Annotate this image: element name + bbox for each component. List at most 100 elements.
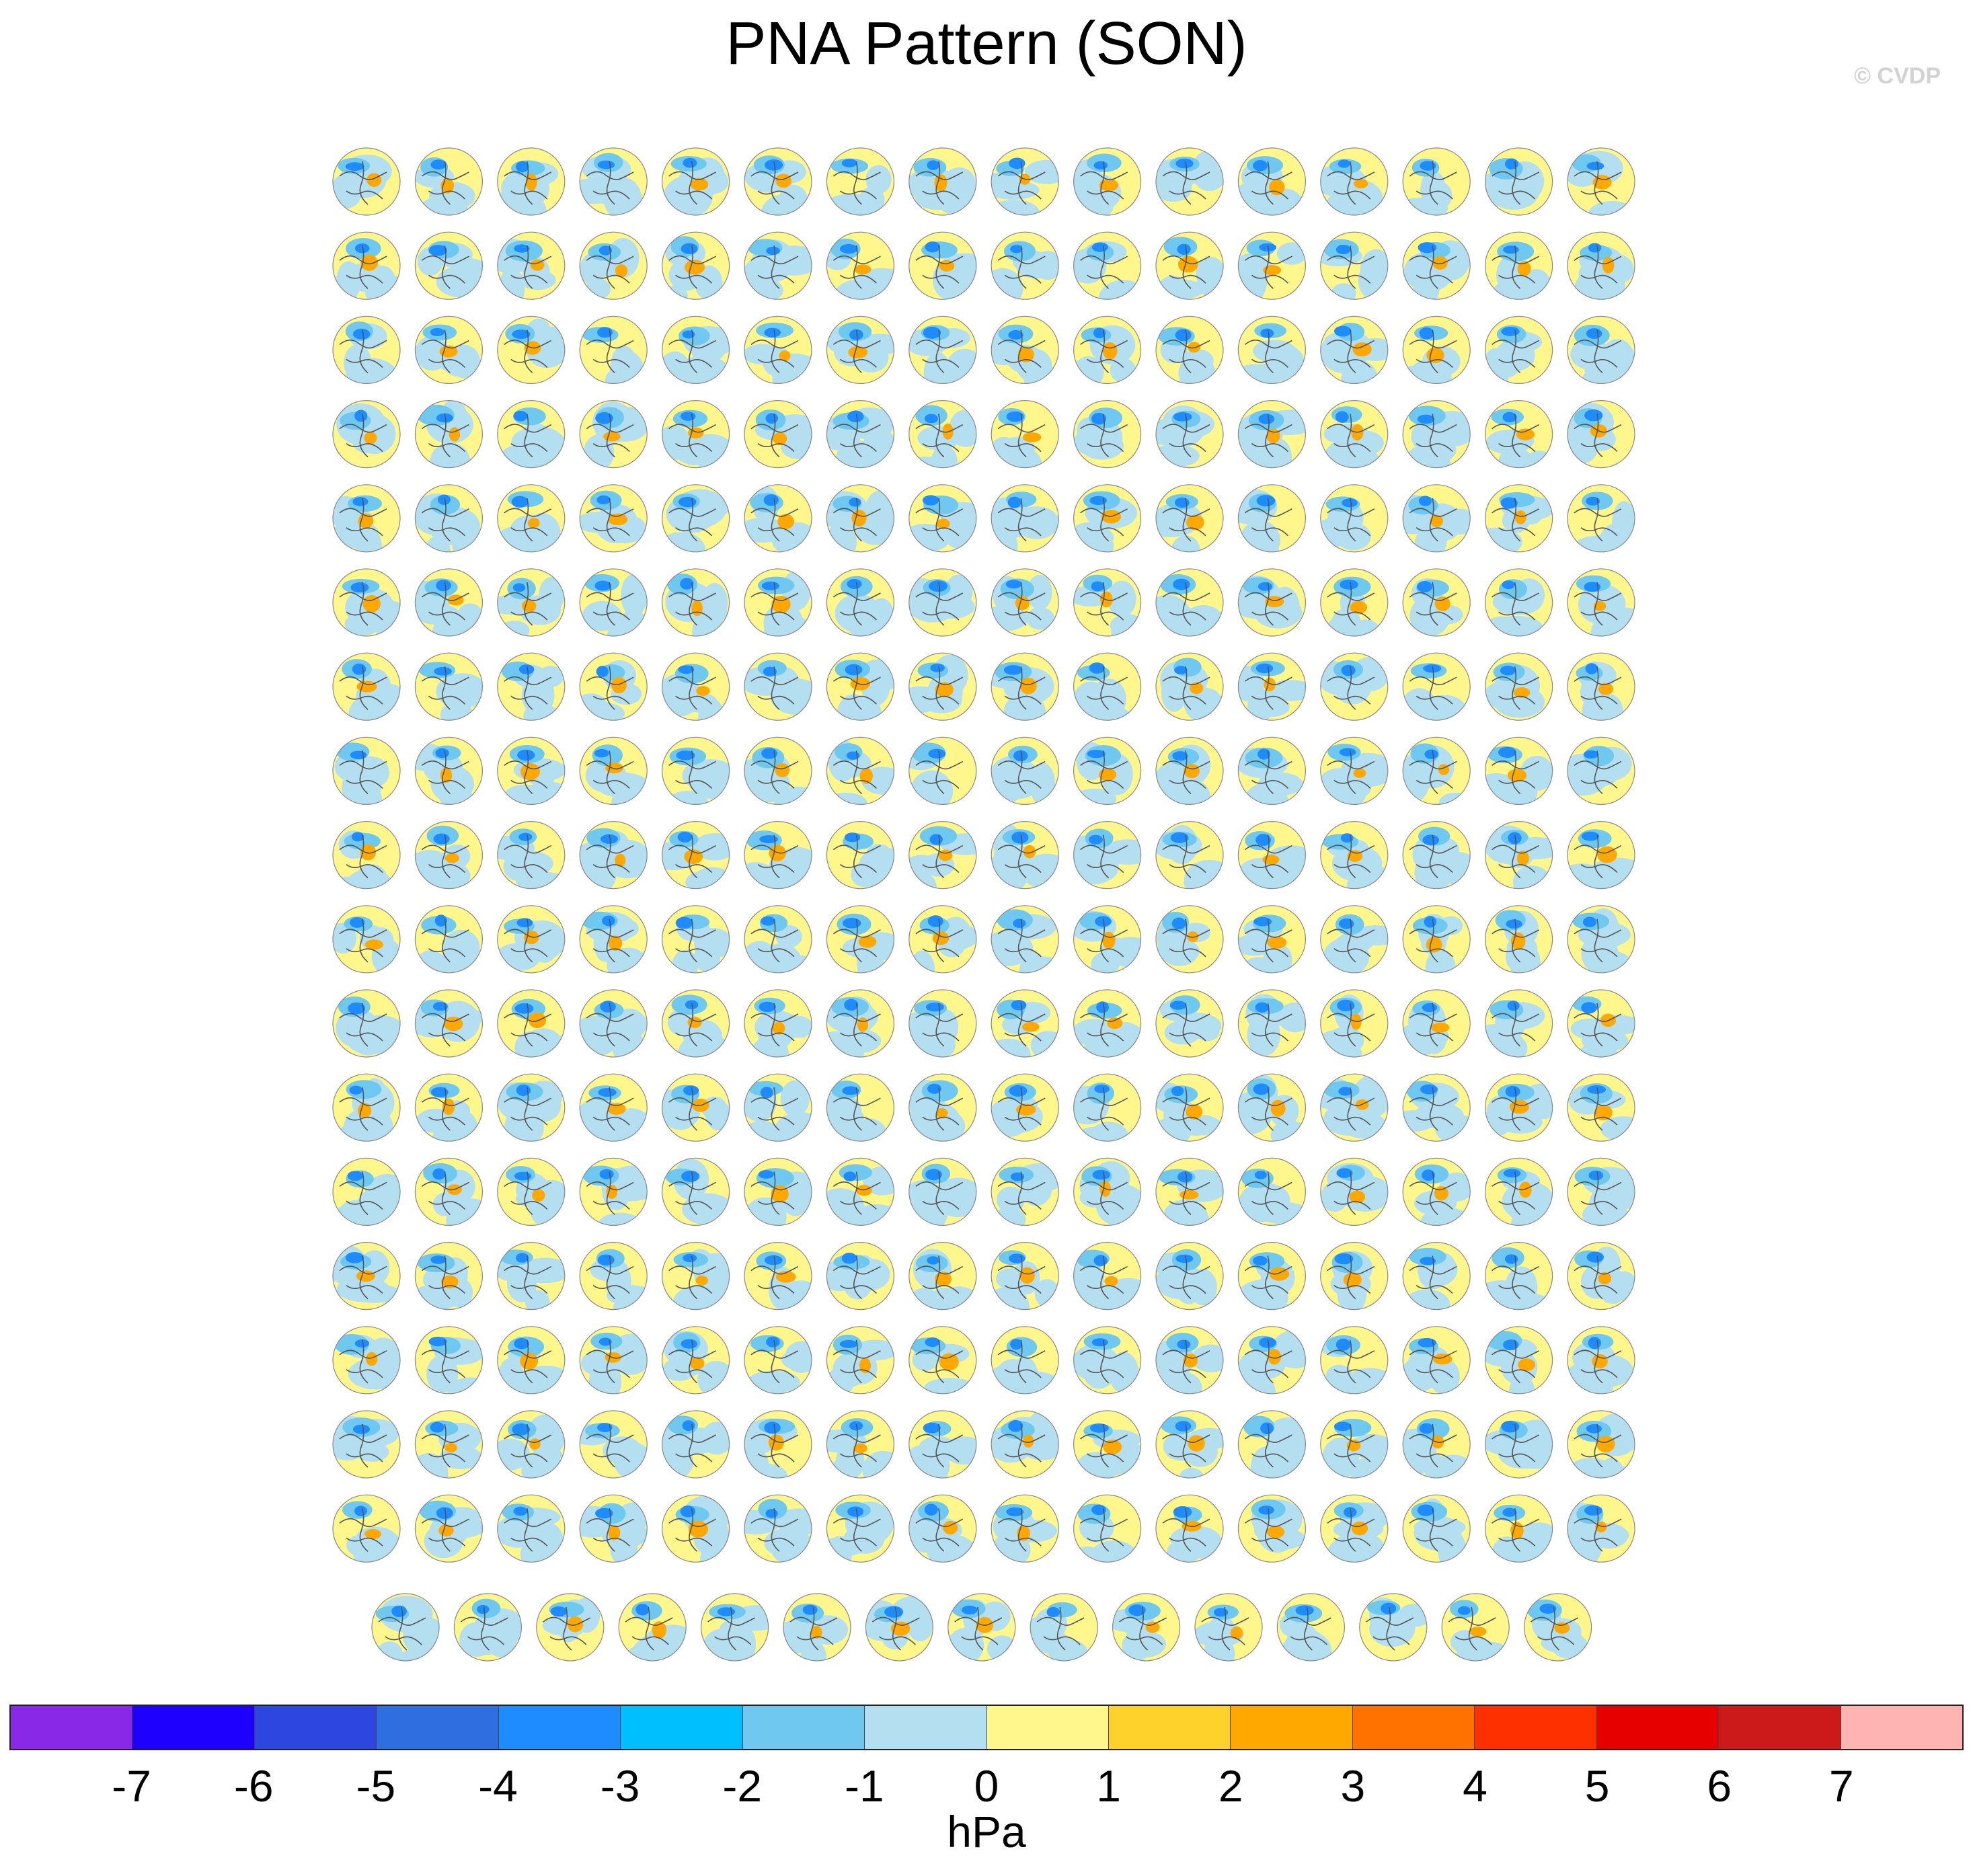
polar-map-panel <box>497 399 566 469</box>
polar-map-panel <box>826 315 895 385</box>
polar-map-panel <box>744 231 812 300</box>
colorbar-segment <box>1352 1706 1475 1749</box>
polar-map-panel <box>991 568 1059 637</box>
polar-map-panel <box>1402 905 1471 974</box>
polar-map-panel <box>991 1157 1059 1226</box>
colorbar-segment <box>742 1706 865 1749</box>
polar-map-panel <box>744 1241 812 1311</box>
polar-map-panel <box>1073 1241 1142 1311</box>
polar-map-panel <box>1155 568 1224 637</box>
polar-map-panel <box>1524 1593 1592 1662</box>
polar-map-panel <box>1567 484 1635 553</box>
polar-map-panel <box>1073 231 1142 300</box>
polar-map-panel <box>744 820 812 890</box>
polar-map-panel <box>991 736 1059 806</box>
polar-map-panel <box>414 1494 483 1563</box>
polar-map-panel <box>826 1073 895 1142</box>
polar-map-panel <box>1402 1241 1471 1311</box>
polar-map-panel <box>908 1410 977 1479</box>
polar-map-panel <box>1276 1593 1346 1662</box>
polar-map-panel <box>414 736 483 806</box>
polar-map-panel <box>1485 399 1553 469</box>
polar-map-panel <box>579 1410 648 1479</box>
polar-map-panel <box>332 231 401 300</box>
polar-map-panel <box>1567 399 1635 469</box>
colorbar <box>9 1705 1964 1750</box>
polar-map-panel <box>332 989 401 1058</box>
polar-map-panel <box>332 1073 401 1142</box>
polar-map-panel <box>414 652 483 721</box>
polar-map-panel <box>1402 568 1471 637</box>
polar-map-panel <box>1567 315 1635 385</box>
polar-map-panel <box>826 568 895 637</box>
polar-map-panel <box>579 989 648 1058</box>
polar-map-panel <box>1485 1494 1553 1563</box>
polar-map-panel <box>1485 820 1553 890</box>
polar-map-panel <box>497 1241 566 1311</box>
polar-map-panel <box>1485 147 1553 216</box>
polar-map-panel <box>1402 231 1471 300</box>
polar-map-panel <box>1073 1073 1142 1142</box>
polar-map-panel <box>1073 1410 1142 1479</box>
polar-map-panel <box>414 484 483 553</box>
polar-map-panel <box>1485 568 1553 637</box>
colorbar-segment <box>498 1706 621 1749</box>
polar-map-panel <box>1402 147 1471 216</box>
polar-map-panel <box>947 1593 1016 1662</box>
polar-map-panel <box>908 147 977 216</box>
polar-map-panel <box>826 989 895 1058</box>
polar-map-panel <box>826 231 895 300</box>
polar-map-panel <box>826 147 895 216</box>
polar-map-panel <box>1320 484 1389 553</box>
polar-map-panel <box>414 820 483 890</box>
polar-map-panel <box>991 315 1059 385</box>
polar-map-panel <box>1567 989 1635 1058</box>
polar-map-panel <box>1402 484 1471 553</box>
polar-map-panel <box>744 147 812 216</box>
polar-map-panel <box>1402 1073 1471 1142</box>
colorbar-segment <box>11 1706 133 1749</box>
polar-map-panel <box>1237 568 1307 637</box>
polar-map-panel <box>991 1410 1059 1479</box>
polar-map-panel <box>1402 1326 1471 1395</box>
polar-map-panel <box>1485 905 1553 974</box>
polar-map-panel <box>908 820 977 890</box>
polar-map-panel <box>1073 652 1142 721</box>
polar-map-panel <box>1112 1593 1181 1662</box>
polar-map-panel <box>1237 231 1307 300</box>
colorbar-tick-label: -4 <box>478 1761 518 1811</box>
polar-map-panel <box>1155 1410 1224 1479</box>
polar-map-panel <box>744 989 812 1058</box>
polar-map-panel <box>1320 1157 1389 1226</box>
polar-map-panel <box>1155 652 1224 721</box>
polar-map-panel <box>1237 989 1307 1058</box>
polar-map-panel <box>497 231 566 300</box>
colorbar-tick-label: -2 <box>722 1761 763 1811</box>
colorbar-unit: hPa <box>947 1807 1026 1857</box>
polar-map-panel <box>991 231 1059 300</box>
polar-map-panel <box>744 568 812 637</box>
polar-map-panel <box>497 1410 566 1479</box>
colorbar-tick-label: -1 <box>845 1761 884 1811</box>
polar-map-panel <box>1237 484 1307 553</box>
colorbar-segment <box>865 1706 987 1749</box>
cvdp-credit: © CVDP <box>1854 63 1941 89</box>
polar-map-panel <box>579 315 648 385</box>
polar-map-panel <box>908 231 977 300</box>
polar-map-panel <box>579 231 648 300</box>
polar-map-panel <box>908 736 977 806</box>
polar-map-panel <box>661 736 730 806</box>
polar-map-panel <box>1073 1157 1142 1226</box>
polar-map-panel <box>1402 1494 1471 1563</box>
polar-map-panel <box>991 905 1059 974</box>
polar-map-panel <box>908 1494 977 1563</box>
polar-map-panel <box>414 1410 483 1479</box>
polar-map-panel <box>1073 147 1142 216</box>
polar-map-panel <box>1320 736 1389 806</box>
polar-map-panel <box>497 652 566 721</box>
polar-map-panel <box>332 820 401 890</box>
polar-map-panel <box>1237 1241 1307 1311</box>
polar-map-panel <box>1320 568 1389 637</box>
polar-map-panel <box>579 905 648 974</box>
polar-map-panel <box>1567 652 1635 721</box>
